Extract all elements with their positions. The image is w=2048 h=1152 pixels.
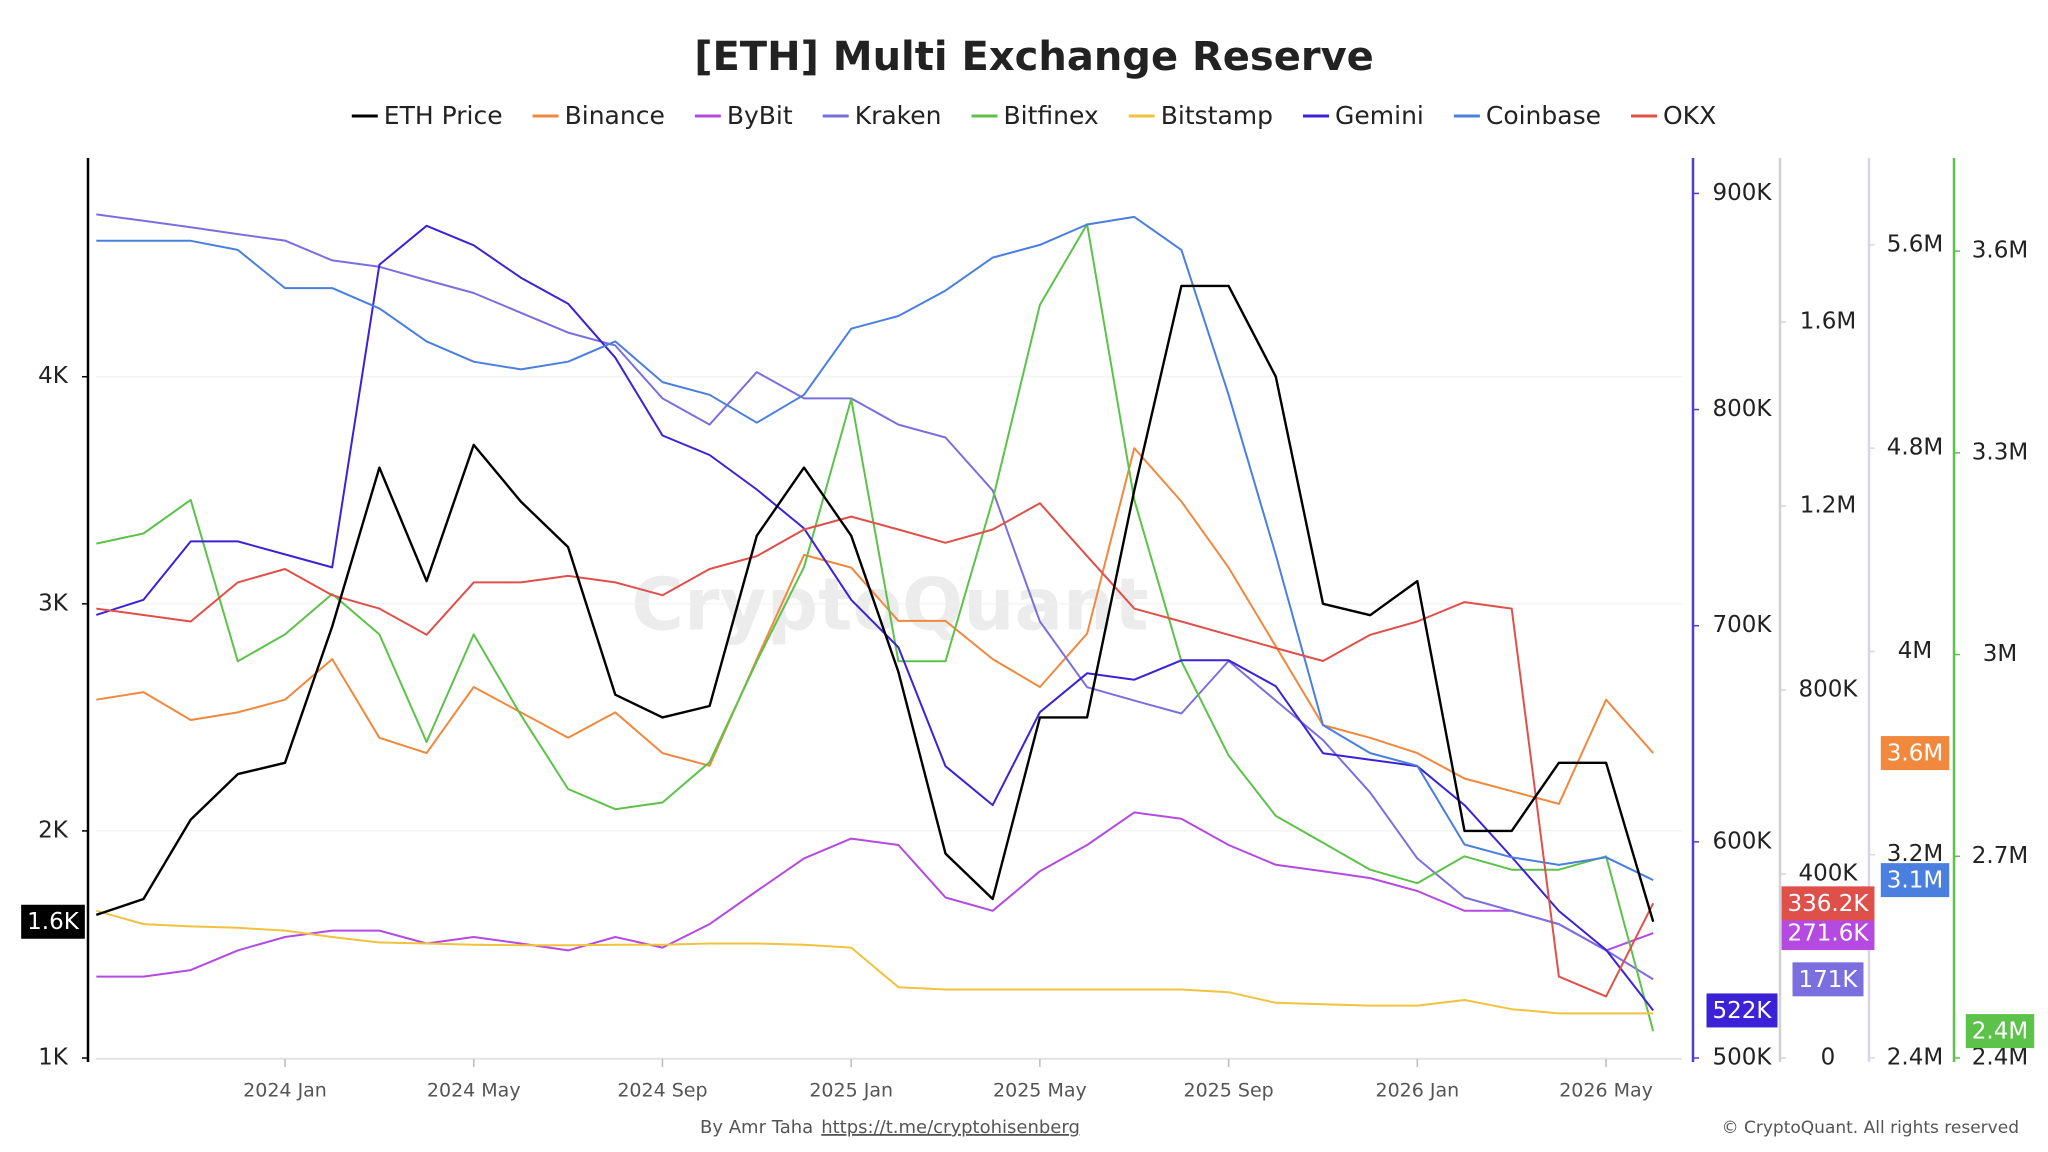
legend-label: Binance: [565, 101, 665, 130]
series-line: [95, 224, 1654, 1012]
x-tick-label: 2024 Jan: [243, 1080, 327, 1102]
y-tick-label: 5.6M: [1887, 231, 1943, 257]
legend-label: Coinbase: [1486, 101, 1601, 130]
series-line: [95, 284, 1655, 923]
legend: ETH Price Binance ByBit Kraken Bitfinex Bitst…: [351, 101, 1716, 130]
y-tick-label: 900K: [1713, 180, 1773, 206]
value-label: 171K: [1799, 967, 1859, 993]
legend-label: Bitfinex: [1004, 101, 1099, 130]
y-tick-label: 800K: [1799, 677, 1859, 703]
y-tick-label: 4K: [38, 363, 69, 389]
value-label: 1.6K: [27, 909, 80, 935]
value-badge-box: [1792, 962, 1864, 997]
value-badge: 3.1M: [1880, 863, 1950, 898]
series-line: [96, 215, 1654, 882]
legend-label: OKX: [1663, 101, 1716, 130]
credit: By Amr Taha: [700, 1117, 813, 1138]
series-line: [96, 909, 1654, 1015]
y-tick-label: 1.6M: [1800, 309, 1856, 335]
y-tick-label: 3.3M: [1972, 439, 2028, 465]
y-tick-label: 2.4M: [1887, 1045, 1943, 1071]
value-label: 3.6M: [1887, 741, 1943, 767]
copyright: © CryptoQuant. All rights reserved: [1722, 1118, 2019, 1138]
y-tick-label: 500K: [1713, 1045, 1773, 1071]
y-tick-label: 800K: [1713, 396, 1773, 422]
credit-link-text[interactable]: https://t.me/cryptohisenberg: [821, 1117, 1080, 1138]
legend-label: Gemini: [1335, 101, 1424, 130]
y-tick-label: 3.2M: [1887, 841, 1943, 867]
value-badge: 336.2K: [1781, 886, 1875, 921]
credit-link[interactable]: https://t.me/cryptohisenberg: [821, 1117, 1080, 1138]
chart-title: [ETH] Multi Exchange Reserve: [694, 34, 1374, 80]
value-label: 2.4M: [1972, 1019, 2028, 1045]
value-badge: 171K: [1792, 962, 1864, 997]
value-badge-box: [1781, 916, 1875, 951]
x-tick-label: 2024 Sep: [617, 1080, 707, 1102]
y-tick-label: 2K: [38, 817, 69, 843]
y-tick-label: 400K: [1799, 861, 1859, 887]
series-line: [96, 502, 1655, 998]
value-badge-box: [1880, 863, 1950, 898]
y-tick-label: 4.8M: [1887, 435, 1943, 461]
legend-label: Kraken: [855, 101, 942, 130]
legend-label: Bitstamp: [1161, 101, 1273, 130]
y-tick-label: 1K: [38, 1045, 69, 1071]
value-badge-box: [1965, 1014, 2035, 1049]
y-tick-label: 600K: [1713, 828, 1773, 854]
series-line: [96, 213, 1654, 981]
y-tick-label: 3K: [38, 590, 69, 616]
value-label: 271.6K: [1788, 921, 1870, 947]
value-badge: 271.6K: [1781, 916, 1875, 951]
watermark: CryptoQuant: [631, 563, 1148, 647]
x-tick-label: 2025 Jan: [809, 1080, 893, 1102]
x-tick-label: 2025 May: [993, 1080, 1087, 1102]
legend-label: ETH Price: [384, 101, 503, 130]
y-tick-label: 1.2M: [1800, 493, 1856, 519]
y-tick-label: 700K: [1713, 612, 1773, 638]
x-tick-label: 2026 May: [1559, 1080, 1653, 1102]
y-tick-label: 0: [1821, 1045, 1836, 1071]
series-line: [96, 811, 1654, 978]
value-badge: 522K: [1706, 993, 1778, 1028]
value-badge-box: [21, 904, 85, 939]
y-tick-label: 4M: [1898, 638, 1932, 664]
series-line: [96, 223, 1655, 1032]
y-tick-label: 2.4M: [1972, 1045, 2028, 1071]
x-tick-label: 2026 Jan: [1375, 1080, 1459, 1102]
x-tick-label: 2024 May: [427, 1080, 521, 1102]
value-badge: 1.6K: [21, 904, 85, 939]
y-tick-label: 3M: [1983, 641, 2017, 667]
x-tick-label: 2025 Sep: [1184, 1080, 1274, 1102]
value-badge: 3.6M: [1880, 736, 1950, 771]
value-badge: 2.4M: [1965, 1014, 2035, 1049]
value-label: 336.2K: [1788, 891, 1870, 917]
value-badge-box: [1706, 993, 1778, 1028]
value-badge-box: [1781, 886, 1875, 921]
y-tick-label: 2.7M: [1972, 843, 2028, 869]
value-label: 522K: [1713, 998, 1773, 1024]
value-label: 3.1M: [1887, 868, 1943, 894]
legend-label: ByBit: [727, 101, 793, 130]
series-line: [96, 447, 1654, 805]
value-badge-box: [1880, 736, 1950, 771]
y-tick-label: 3.6M: [1972, 238, 2028, 264]
